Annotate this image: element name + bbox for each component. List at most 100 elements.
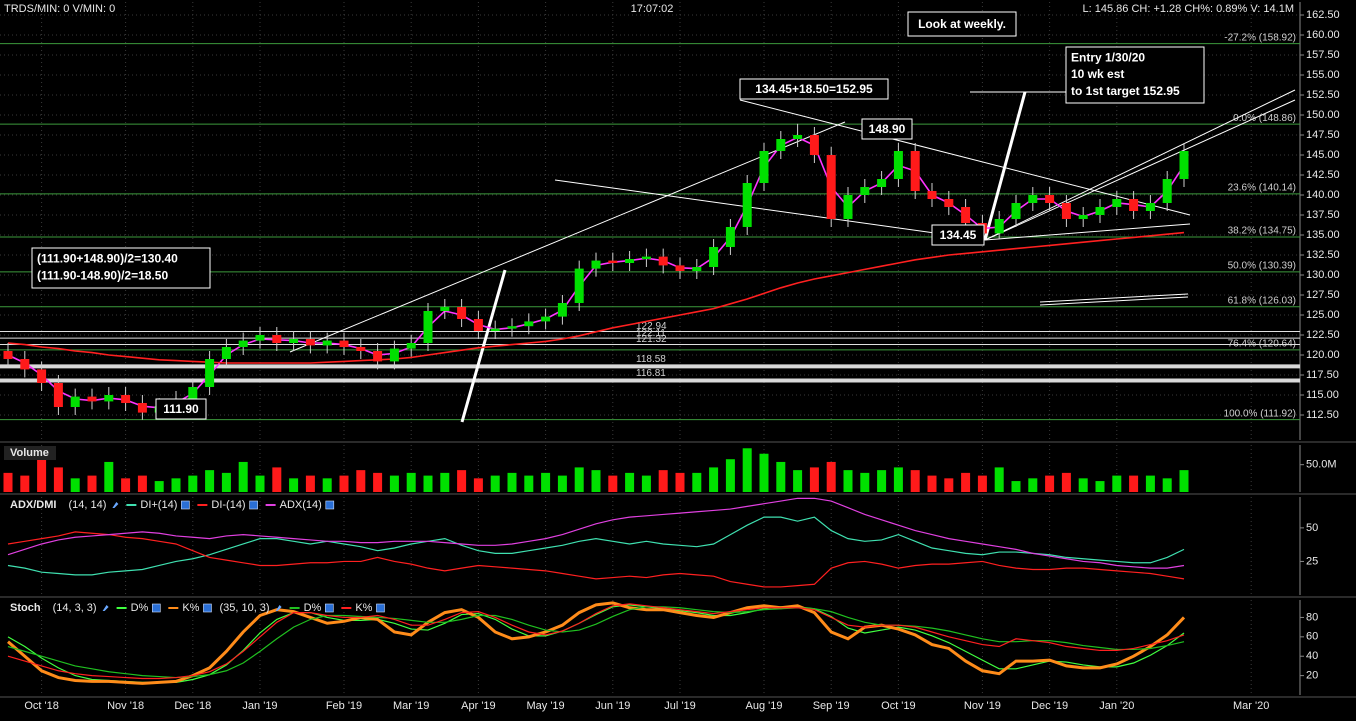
volume-bar: [1179, 470, 1189, 492]
header-time: 17:07:02: [631, 3, 674, 15]
candle-body: [776, 139, 786, 151]
indicator-line: [7, 516, 1185, 576]
volume-bar: [121, 478, 131, 492]
candle-body: [389, 348, 399, 362]
y-tick-label: 155.00: [1306, 69, 1340, 81]
candle-body: [893, 151, 903, 179]
volume-bar: [1078, 478, 1088, 492]
candle-body: [137, 403, 147, 413]
x-tick-label: Aug '19: [746, 700, 783, 712]
candle-body: [524, 321, 534, 327]
panel-title: Stoch: [10, 602, 41, 614]
x-tick-label: Jul '19: [664, 700, 695, 712]
volume-bar: [1145, 475, 1155, 492]
indicator-line: [7, 497, 1185, 569]
candle-body: [709, 247, 719, 267]
candle-body: [557, 303, 567, 317]
header-right: L: 145.86 CH: +1.28 CH%: 0.89% V: 14.1M: [1083, 3, 1294, 15]
legend-checkbox: [325, 603, 334, 613]
annotation-box: [739, 78, 889, 100]
candle-body: [373, 351, 383, 362]
candle-body: [1061, 203, 1071, 219]
annotation-box: [907, 11, 1017, 37]
volume-bar: [356, 470, 366, 492]
candle-body: [1028, 195, 1038, 203]
candle-body: [1078, 215, 1088, 219]
candle-body: [272, 335, 282, 343]
volume-bar: [641, 475, 651, 492]
y-tick-label: 40: [1306, 650, 1318, 662]
legend-params: (14, 14): [68, 499, 106, 511]
panel-title: Volume: [10, 447, 49, 459]
candle-body: [759, 151, 769, 183]
volume-bar: [541, 472, 551, 492]
panel-title: ADX/DMI: [10, 499, 56, 511]
candle-body: [793, 135, 803, 139]
volume-bar: [860, 472, 870, 492]
indicator-line: [7, 606, 1185, 679]
candle-body: [944, 199, 954, 207]
candle-body: [1129, 199, 1139, 211]
annotation-box: [1065, 46, 1205, 104]
candle-body: [994, 219, 1004, 234]
volume-bar: [709, 467, 719, 492]
candle-body: [1011, 203, 1021, 219]
x-tick-label: Apr '19: [461, 700, 496, 712]
candle-body: [473, 319, 483, 331]
volume-bar: [994, 467, 1004, 492]
fib-label: 0.0% (148.86): [1233, 113, 1296, 124]
legend-checkbox: [152, 603, 161, 613]
volume-bar: [910, 470, 920, 492]
candle-body: [826, 155, 836, 219]
volume-bar: [373, 472, 383, 492]
y-tick-label: 135.00: [1306, 229, 1340, 241]
trend-line: [984, 223, 1191, 241]
x-tick-label: Oct '19: [881, 700, 916, 712]
y-tick-label: 125.00: [1306, 309, 1340, 321]
volume-bar: [1162, 478, 1172, 492]
y-tick-label: 60: [1306, 631, 1318, 643]
x-tick-label: Jun '19: [595, 700, 630, 712]
moving-average: [7, 231, 1185, 364]
candle-body: [877, 179, 887, 187]
legend-label: D%: [131, 602, 149, 614]
volume-bar: [490, 475, 500, 492]
volume-bar: [574, 467, 584, 492]
candle-body: [423, 311, 433, 343]
candle-body: [440, 307, 450, 311]
y-tick-label: 140.00: [1306, 189, 1340, 201]
level-label: 116.81: [636, 368, 666, 379]
candle-body: [457, 307, 467, 319]
panel-title-bg: [4, 446, 56, 460]
annotation-line: (111.90-148.90)/2=18.50: [37, 269, 168, 283]
volume-bar: [440, 472, 450, 492]
annotation-box: [155, 398, 207, 420]
legend-checkbox: [376, 603, 385, 613]
x-tick-label: Mar '19: [393, 700, 429, 712]
y-tick-label: 137.50: [1306, 209, 1340, 221]
x-tick-label: Dec '18: [174, 700, 211, 712]
y-tick-label: 120.00: [1306, 349, 1340, 361]
y-tick-label: 80: [1306, 611, 1318, 623]
y-tick-label: 130.00: [1306, 269, 1340, 281]
y-tick-label: 132.50: [1306, 249, 1340, 261]
candle-body: [70, 396, 80, 407]
candle-body: [692, 267, 702, 271]
y-tick-label: 162.50: [1306, 9, 1340, 21]
y-tick-label: 50: [1306, 522, 1318, 534]
fib-label: 61.8% (126.03): [1228, 295, 1296, 306]
candle-body: [305, 339, 315, 346]
volume-bar: [776, 461, 786, 492]
x-tick-label: Nov '18: [107, 700, 144, 712]
volume-bar: [759, 453, 769, 492]
volume-bar: [1095, 481, 1105, 492]
annotation-box: [931, 224, 985, 246]
fib-label: 50.0% (130.39): [1228, 261, 1296, 272]
annotation: 134.45+18.50=152.95: [755, 82, 873, 96]
x-tick-label: Dec '19: [1031, 700, 1068, 712]
candle-body: [1162, 179, 1172, 203]
volume-bar: [1112, 475, 1122, 492]
candle-body: [507, 326, 517, 329]
candle-body: [20, 359, 30, 370]
y-tick-label: 115.00: [1306, 389, 1339, 401]
